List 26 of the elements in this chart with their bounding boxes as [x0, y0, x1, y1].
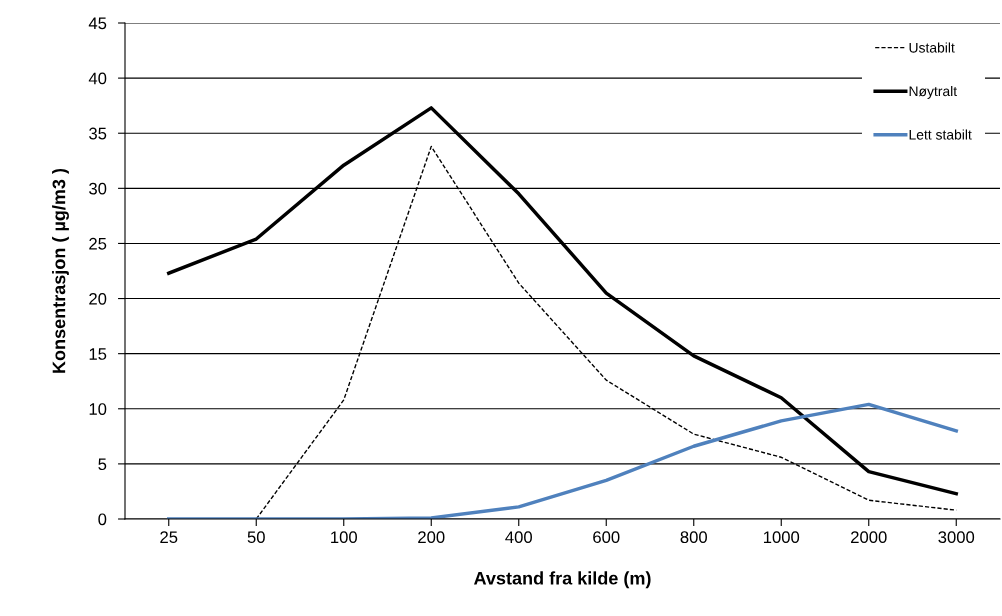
y-tick-label: 5 [98, 458, 107, 471]
x-tick-label: 400 [505, 531, 532, 544]
x-tick-label: 3000 [938, 531, 975, 544]
y-tick-label: 40 [88, 72, 107, 85]
x-tick-label: 25 [160, 531, 178, 544]
y-tick-label: 0 [98, 513, 107, 526]
y-tick-label: 20 [89, 292, 107, 305]
x-axis-title: Avstand fra kilde (m) [474, 571, 651, 589]
y-axis-title: Konsentrasjon ( µg/m3 ) [52, 168, 69, 373]
x-tick-label: 2000 [851, 531, 887, 544]
y-tick-label: 15 [89, 348, 107, 360]
legend-label: Nøytralt [909, 85, 958, 99]
x-tick-label: 100 [331, 531, 357, 544]
x-tick-label: 50 [247, 531, 265, 544]
y-tick-label: 10 [89, 403, 107, 415]
x-tick-label: 600 [593, 531, 620, 544]
line-series [167, 402, 958, 519]
x-tick-label: 200 [418, 531, 445, 544]
y-tick-label: 30 [89, 182, 107, 195]
x-tick-label: 1000 [763, 531, 800, 544]
legend-label: Ustabilt [909, 42, 955, 53]
legend-label: Lett stabilt [909, 129, 972, 140]
y-tick-label: 45 [88, 17, 107, 30]
x-tick-label: 800 [680, 531, 707, 544]
y-tick-label: 25 [89, 237, 107, 250]
y-tick-label: 35 [89, 127, 107, 140]
